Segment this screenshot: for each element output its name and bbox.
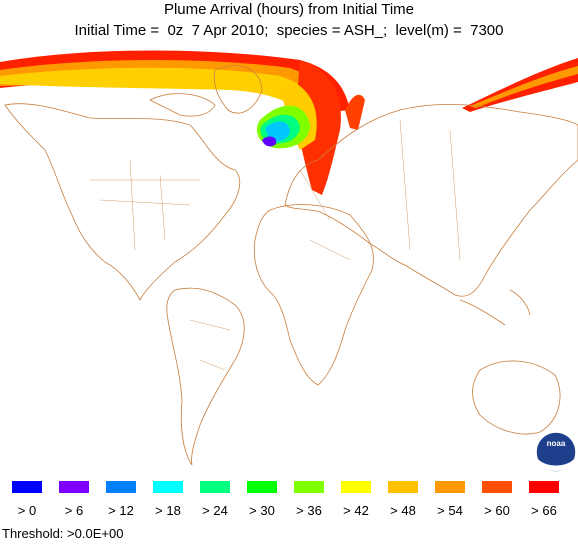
- logo-text: noaa: [547, 439, 566, 448]
- legend-swatch: [294, 481, 324, 493]
- threshold: Threshold: >0.0E+00: [2, 526, 123, 541]
- legend-label: > 30: [249, 503, 275, 518]
- coastline: [459, 289, 531, 326]
- plume: [265, 121, 290, 142]
- legend-label: > 48: [390, 503, 416, 518]
- legend-swatch: [247, 481, 277, 493]
- legend-swatch: [388, 481, 418, 493]
- legend-swatch: [435, 481, 465, 493]
- coastline: [284, 103, 578, 297]
- coastline: [213, 65, 263, 114]
- plume: [470, 66, 578, 108]
- coastline: [4, 103, 241, 301]
- legend-swatch: [341, 481, 371, 493]
- legend-swatch: [12, 481, 42, 493]
- legend-swatch: [482, 481, 512, 493]
- legend-label: > 6: [65, 503, 83, 518]
- logo-wave: [537, 458, 575, 471]
- legend-label: > 36: [296, 503, 322, 518]
- plume: [345, 94, 365, 130]
- coastline: [472, 360, 561, 435]
- legend-label: > 12: [108, 503, 134, 518]
- legend: > 0 > 6 > 12 > 18 > 24 > 30 > 36 > 42 > 48 > 54 > …: [12, 481, 559, 518]
- legend-label: > 54: [437, 503, 463, 518]
- coastline: [166, 287, 245, 466]
- logo-circle: [535, 431, 577, 473]
- coastline: [149, 93, 216, 117]
- legend-swatch: [153, 481, 183, 493]
- plume: [262, 136, 277, 147]
- title: Plume Arrival (hours) from Initial Time: [164, 1, 414, 18]
- legend-label: > 42: [343, 503, 369, 518]
- border: [90, 119, 461, 371]
- legend-label: > 0: [18, 503, 36, 518]
- subtitle: Initial Time = 0z 7 Apr 2010; species = …: [75, 22, 504, 39]
- map: [0, 50, 578, 466]
- legend-label: > 18: [155, 503, 181, 518]
- legend-swatch: [59, 481, 89, 493]
- legend-swatch: [200, 481, 230, 493]
- noaa-logo: noaa: [535, 431, 577, 473]
- legend-swatch: [529, 481, 559, 493]
- legend-swatch: [106, 481, 136, 493]
- legend-label: > 60: [484, 503, 510, 518]
- legend-label: > 24: [202, 503, 228, 518]
- plume: [0, 67, 318, 115]
- legend-label: > 66: [531, 503, 557, 518]
- coastline: [253, 204, 374, 386]
